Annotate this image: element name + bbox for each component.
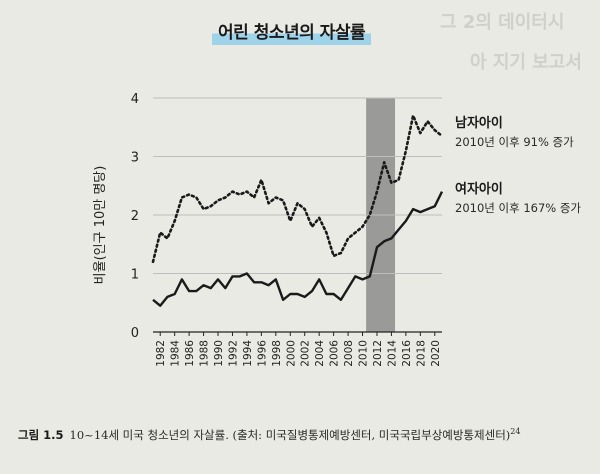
x-tick-label: 1984 [170, 340, 182, 367]
series-annotation: 2010년 이후 167% 증가 [455, 201, 581, 215]
x-tick-label: 1998 [271, 340, 283, 367]
series-name-label: 여자아이 [455, 181, 503, 197]
x-tick-label: 1990 [213, 340, 225, 367]
y-tick-label: 0 [131, 326, 139, 341]
y-tick-label: 1 [131, 268, 139, 283]
y-axis-label: 비율(인구 10만 명당) [93, 166, 108, 285]
series-name-label: 남자아이 [455, 115, 503, 131]
figure-label: 그림 1.5 [18, 427, 64, 442]
figure-caption: 그림 1.5 10~14세 미국 청소년의 자살률. (출처: 미국질병통제예방센… [18, 422, 593, 445]
labels-group: 0 1 2 3 4 1982 1984 1986 1988 1990 1992 1994 1996 199… [93, 92, 581, 367]
x-tick-label: 2000 [285, 340, 297, 367]
x-tick-label: 2014 [386, 340, 398, 367]
x-tick-label: 2020 [430, 340, 442, 367]
series-annotation: 2010년 이후 91% 증가 [455, 135, 574, 149]
y-tick-label: 3 [131, 151, 139, 166]
caption-footnote: 24 [510, 427, 521, 436]
series-line-boys [151, 114, 444, 264]
line-chart: 0 1 2 3 4 1982 1984 1986 1988 1990 1992 1994 1996 199… [93, 92, 581, 367]
x-tick-label: 2012 [372, 340, 384, 367]
chart-title: 어린 청소년의 자살률 [218, 23, 366, 43]
axes [153, 331, 442, 336]
series-line-girls [152, 191, 444, 307]
x-tick-label: 2018 [415, 340, 427, 367]
x-tick-label: 2008 [343, 340, 355, 367]
y-tick-label: 4 [131, 92, 139, 107]
x-tick-label: 1982 [155, 340, 167, 367]
series-group [151, 114, 444, 307]
grid-lines [153, 97, 442, 274]
x-tick-label: 2010 [358, 340, 370, 367]
x-tick-label: 1996 [256, 340, 268, 367]
x-tick-label: 2004 [314, 340, 326, 367]
x-tick-label: 1994 [242, 340, 254, 367]
y-tick-label: 2 [131, 209, 139, 224]
title-wrap: 어린 청소년의 자살률 [212, 18, 372, 45]
x-tick-label: 2006 [329, 340, 341, 367]
x-tick-label: 1988 [199, 340, 211, 367]
caption-text: 10~14세 미국 청소년의 자살률. (출처: 미국질병통제예방센터, 미국국… [69, 427, 511, 442]
x-tick-label: 2016 [401, 340, 413, 367]
x-tick-label: 1992 [227, 340, 239, 367]
x-tick-label: 2002 [300, 340, 312, 367]
x-tick-label: 1986 [184, 340, 196, 367]
